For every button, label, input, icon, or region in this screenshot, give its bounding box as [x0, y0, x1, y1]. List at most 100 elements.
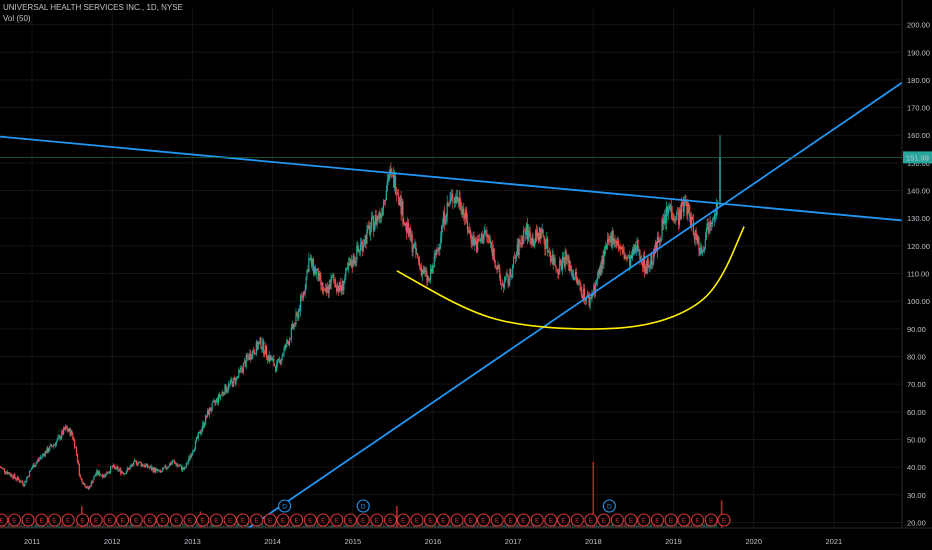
- volume-bar: [223, 524, 225, 528]
- candle-body: [348, 262, 351, 266]
- candle-body: [493, 248, 495, 260]
- candle-body: [16, 477, 19, 480]
- volume-bar: [269, 525, 271, 528]
- candle-body: [428, 278, 430, 279]
- volume-bar: [106, 526, 108, 528]
- candle-body: [604, 246, 606, 251]
- candle-body: [567, 256, 569, 259]
- volume-bar: [507, 524, 509, 528]
- event-label: E: [294, 517, 299, 524]
- candle-body: [88, 486, 91, 489]
- candle-body: [344, 277, 346, 284]
- event-label: E: [228, 517, 233, 524]
- candle-body: [15, 479, 18, 480]
- candle-body: [690, 215, 692, 226]
- candle-body: [473, 235, 475, 246]
- volume-bar: [434, 523, 436, 528]
- candle-body: [535, 230, 537, 241]
- candle-body: [465, 210, 467, 219]
- volume-bar: [685, 525, 687, 528]
- volume-bar: [184, 525, 186, 528]
- candle-body: [51, 446, 54, 448]
- candle-body: [218, 394, 221, 398]
- volume-bar: [426, 526, 428, 528]
- volume-bar: [432, 525, 433, 528]
- candle-body: [599, 265, 601, 275]
- time-axis[interactable]: 2011 2012 2013 2014 2015 2016 2017 2018 2019 2020…: [0, 527, 932, 546]
- candle-body: [77, 461, 79, 464]
- volume-bar: [239, 525, 241, 528]
- volume-bar: [552, 525, 554, 528]
- volume-bar: [304, 523, 306, 528]
- candle-body: [538, 228, 540, 241]
- candle-body: [683, 200, 685, 213]
- volume-bar: [518, 524, 520, 528]
- volume-bar: [387, 524, 389, 528]
- volume-bar: [107, 526, 109, 528]
- volume-bar: [541, 526, 543, 528]
- volume-bar: [318, 526, 320, 528]
- volume-bar: [164, 525, 166, 528]
- candle-body: [198, 431, 200, 434]
- event-label: E: [428, 517, 433, 524]
- volume-spike: [396, 506, 398, 528]
- earnings-marker: [316, 513, 330, 527]
- volume-bar: [86, 524, 88, 528]
- earnings-marker: [61, 513, 75, 527]
- candle-body: [497, 265, 499, 270]
- candle-body: [166, 467, 168, 469]
- price-axis[interactable]: 20.0030.0040.0050.0060.0070.0080.0090.00…: [901, 0, 930, 528]
- volume-bar: [595, 526, 597, 528]
- candle-body: [230, 379, 233, 382]
- volume-bar: [317, 523, 319, 528]
- volume-bar: [485, 526, 487, 528]
- candle-body: [280, 359, 282, 364]
- volume-bar: [175, 525, 177, 528]
- candle-body: [419, 265, 422, 267]
- volume-bar: [340, 525, 342, 528]
- candle-body: [572, 273, 575, 280]
- volume-bar: [572, 524, 573, 528]
- volume-bar: [622, 525, 624, 528]
- volume-bar: [462, 523, 464, 528]
- volume-bar: [650, 524, 652, 528]
- volume-bar: [236, 523, 238, 528]
- candle-body: [252, 350, 254, 359]
- volume-bar: [253, 525, 254, 528]
- volume-bar: [144, 525, 146, 528]
- volume-bar: [401, 525, 403, 528]
- trendline: [248, 81, 903, 529]
- candle-body: [679, 209, 682, 219]
- candle-body: [632, 249, 635, 254]
- candle-body: [123, 473, 126, 475]
- earnings-marker: [610, 513, 624, 527]
- candle-body: [165, 465, 167, 469]
- volume-bar: [621, 523, 623, 528]
- volume-bar: [104, 523, 106, 528]
- volume-bar: [348, 525, 349, 528]
- volume-bar: [374, 526, 376, 528]
- volume-bar: [558, 526, 560, 528]
- candle-body: [527, 230, 529, 240]
- volume-bar: [284, 525, 286, 528]
- volume-bar: [671, 526, 673, 528]
- volume-bar: [439, 523, 441, 528]
- candle-body: [518, 239, 520, 255]
- candle-body: [212, 401, 214, 403]
- candle-body: [600, 265, 602, 273]
- candle-body: [295, 313, 297, 325]
- candle-body: [359, 244, 362, 252]
- candle-body: [482, 239, 484, 244]
- candle-body: [317, 268, 319, 282]
- volume-bar: [385, 526, 386, 528]
- candle-body: [49, 445, 51, 451]
- candle-body: [456, 196, 458, 201]
- volume-bar: [314, 526, 316, 528]
- volume-bar: [598, 524, 600, 528]
- event-label: E: [535, 517, 540, 524]
- volume-bar: [704, 526, 706, 528]
- drawings[interactable]: [0, 81, 903, 529]
- volume-bar: [208, 526, 210, 528]
